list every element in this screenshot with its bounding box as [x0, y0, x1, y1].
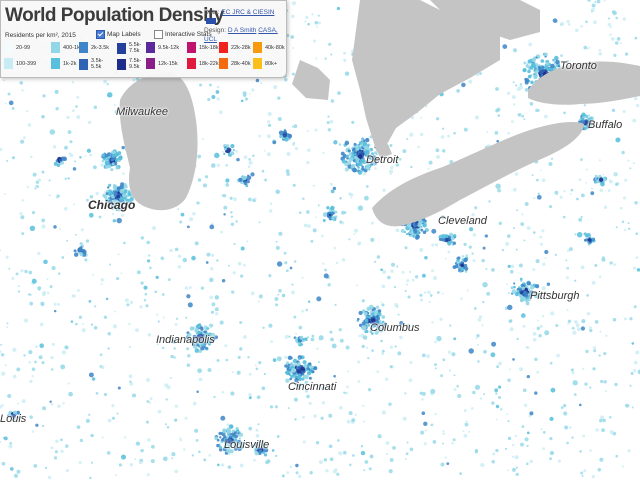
legend-label: 400-1k — [63, 44, 80, 51]
legend-swatch — [253, 58, 262, 69]
design-org-link[interactable]: CASA, UCL — [204, 27, 278, 43]
legend-item: 9.5k-12k — [146, 42, 179, 53]
lake-erie — [372, 122, 584, 227]
data-source-link[interactable]: EC JRC & CIESIN — [221, 9, 275, 16]
legend-label: 12k-15k — [158, 60, 178, 67]
legend-item: 7.5k-9.5k — [117, 58, 151, 70]
lakes-layer — [119, 0, 640, 227]
legend-label: 22k-28k — [231, 44, 251, 51]
legend-item: 3.5k-5.5k — [79, 58, 113, 70]
legend-swatch — [146, 58, 155, 69]
legend-label: 20-99 — [16, 44, 31, 51]
legend-swatch — [187, 58, 196, 69]
legend-label: 2k-3.5k — [91, 44, 110, 51]
legend-item: 12k-15k — [146, 58, 178, 69]
legend-item: 5.5k-7.5k — [117, 42, 151, 54]
legend-item: 100-399 — [4, 58, 36, 69]
lake-st-clair — [378, 144, 392, 158]
map-labels-label: Map Labels — [107, 31, 141, 38]
legend-swatch — [253, 42, 262, 53]
legend-label: 40k-80k — [265, 44, 285, 51]
legend-swatch — [79, 58, 88, 70]
legend-swatch — [219, 42, 228, 53]
legend-swatch — [79, 42, 88, 53]
legend-label: 3.5k-5.5k — [91, 58, 104, 70]
city-label-columbus: Columbus — [370, 322, 420, 334]
interactive-stats-label: Interactive Stats — [165, 31, 212, 38]
legend-swatch — [4, 58, 13, 69]
city-label-cincinnati: Cincinnati — [288, 381, 337, 393]
lake-ontario — [528, 61, 640, 105]
legend-item: 40k-80k — [253, 42, 285, 53]
legend-label: 80k+ — [265, 60, 278, 67]
interactive-stats-toggle[interactable]: Interactive Stats — [154, 30, 212, 39]
legend-item: 28k-40k — [219, 58, 251, 69]
legend-item: 80k+ — [253, 58, 277, 69]
legend-label: 1k-2k — [63, 60, 77, 67]
city-label-detroit: Detroit — [366, 154, 399, 166]
interactive-stats-checkbox[interactable] — [154, 30, 163, 39]
lake-michigan — [119, 72, 198, 211]
legend-item: 20-99 — [4, 42, 30, 53]
design-label: Design: — [204, 27, 227, 34]
legend-swatch — [117, 42, 126, 54]
legend-label: 5.5k-7.5k — [129, 42, 142, 54]
data-label: Data: — [204, 9, 220, 16]
legend-item: 400-1k — [51, 42, 80, 53]
lake-huron-west — [292, 60, 330, 100]
city-label-louisville: Louisville — [224, 439, 270, 451]
legend-panel: World Population Density Data: EC JRC & … — [0, 0, 287, 78]
legend-label: 18k-22k — [199, 60, 219, 67]
city-label-chicago: Chicago — [88, 198, 136, 212]
legend-swatch — [51, 42, 60, 53]
legend-swatch — [51, 58, 60, 69]
legend-label: 100-399 — [16, 60, 37, 67]
legend-swatch — [117, 58, 126, 70]
legend-item: 18k-22k — [187, 58, 219, 69]
legend-heading: Residents per km², 2015 — [5, 32, 76, 39]
legend-item: 22k-28k — [219, 42, 251, 53]
city-label-pittsburgh: Pittsburgh — [530, 290, 580, 302]
legend-label: 9.5k-12k — [158, 44, 180, 51]
map-labels-checkbox[interactable] — [96, 30, 105, 39]
legend-label: 28k-40k — [231, 60, 251, 67]
georgian-bay — [430, 0, 540, 40]
city-label-louis: Louis — [0, 413, 27, 425]
city-label-buffalo: Buffalo — [588, 119, 623, 131]
city-label-cleveland: Cleveland — [438, 215, 487, 227]
page-title: World Population Density — [5, 5, 224, 26]
legend-item: 1k-2k — [51, 58, 76, 69]
city-label-toronto: Toronto — [560, 60, 597, 72]
attribution: Data: EC JRC & CIESIN Design: D A Smith … — [204, 8, 286, 44]
design-credit-link[interactable]: D A Smith — [227, 27, 257, 34]
city-label-milwaukee: Milwaukee — [116, 106, 168, 118]
legend-item: 15k-18k — [187, 42, 219, 53]
eu-flag-icon — [206, 18, 216, 25]
legend-swatch — [219, 58, 228, 69]
legend-swatch — [146, 42, 155, 53]
legend-swatch — [4, 42, 13, 53]
map-labels-toggle[interactable]: Map Labels — [96, 30, 141, 39]
legend-label: 7.5k-9.5k — [129, 58, 142, 70]
legend-label: 15k-18k — [199, 44, 219, 51]
legend-swatch — [187, 42, 196, 53]
legend-item: 2k-3.5k — [79, 42, 109, 53]
city-label-indianapolis: Indianapolis — [156, 334, 215, 346]
lake-huron — [352, 0, 500, 160]
